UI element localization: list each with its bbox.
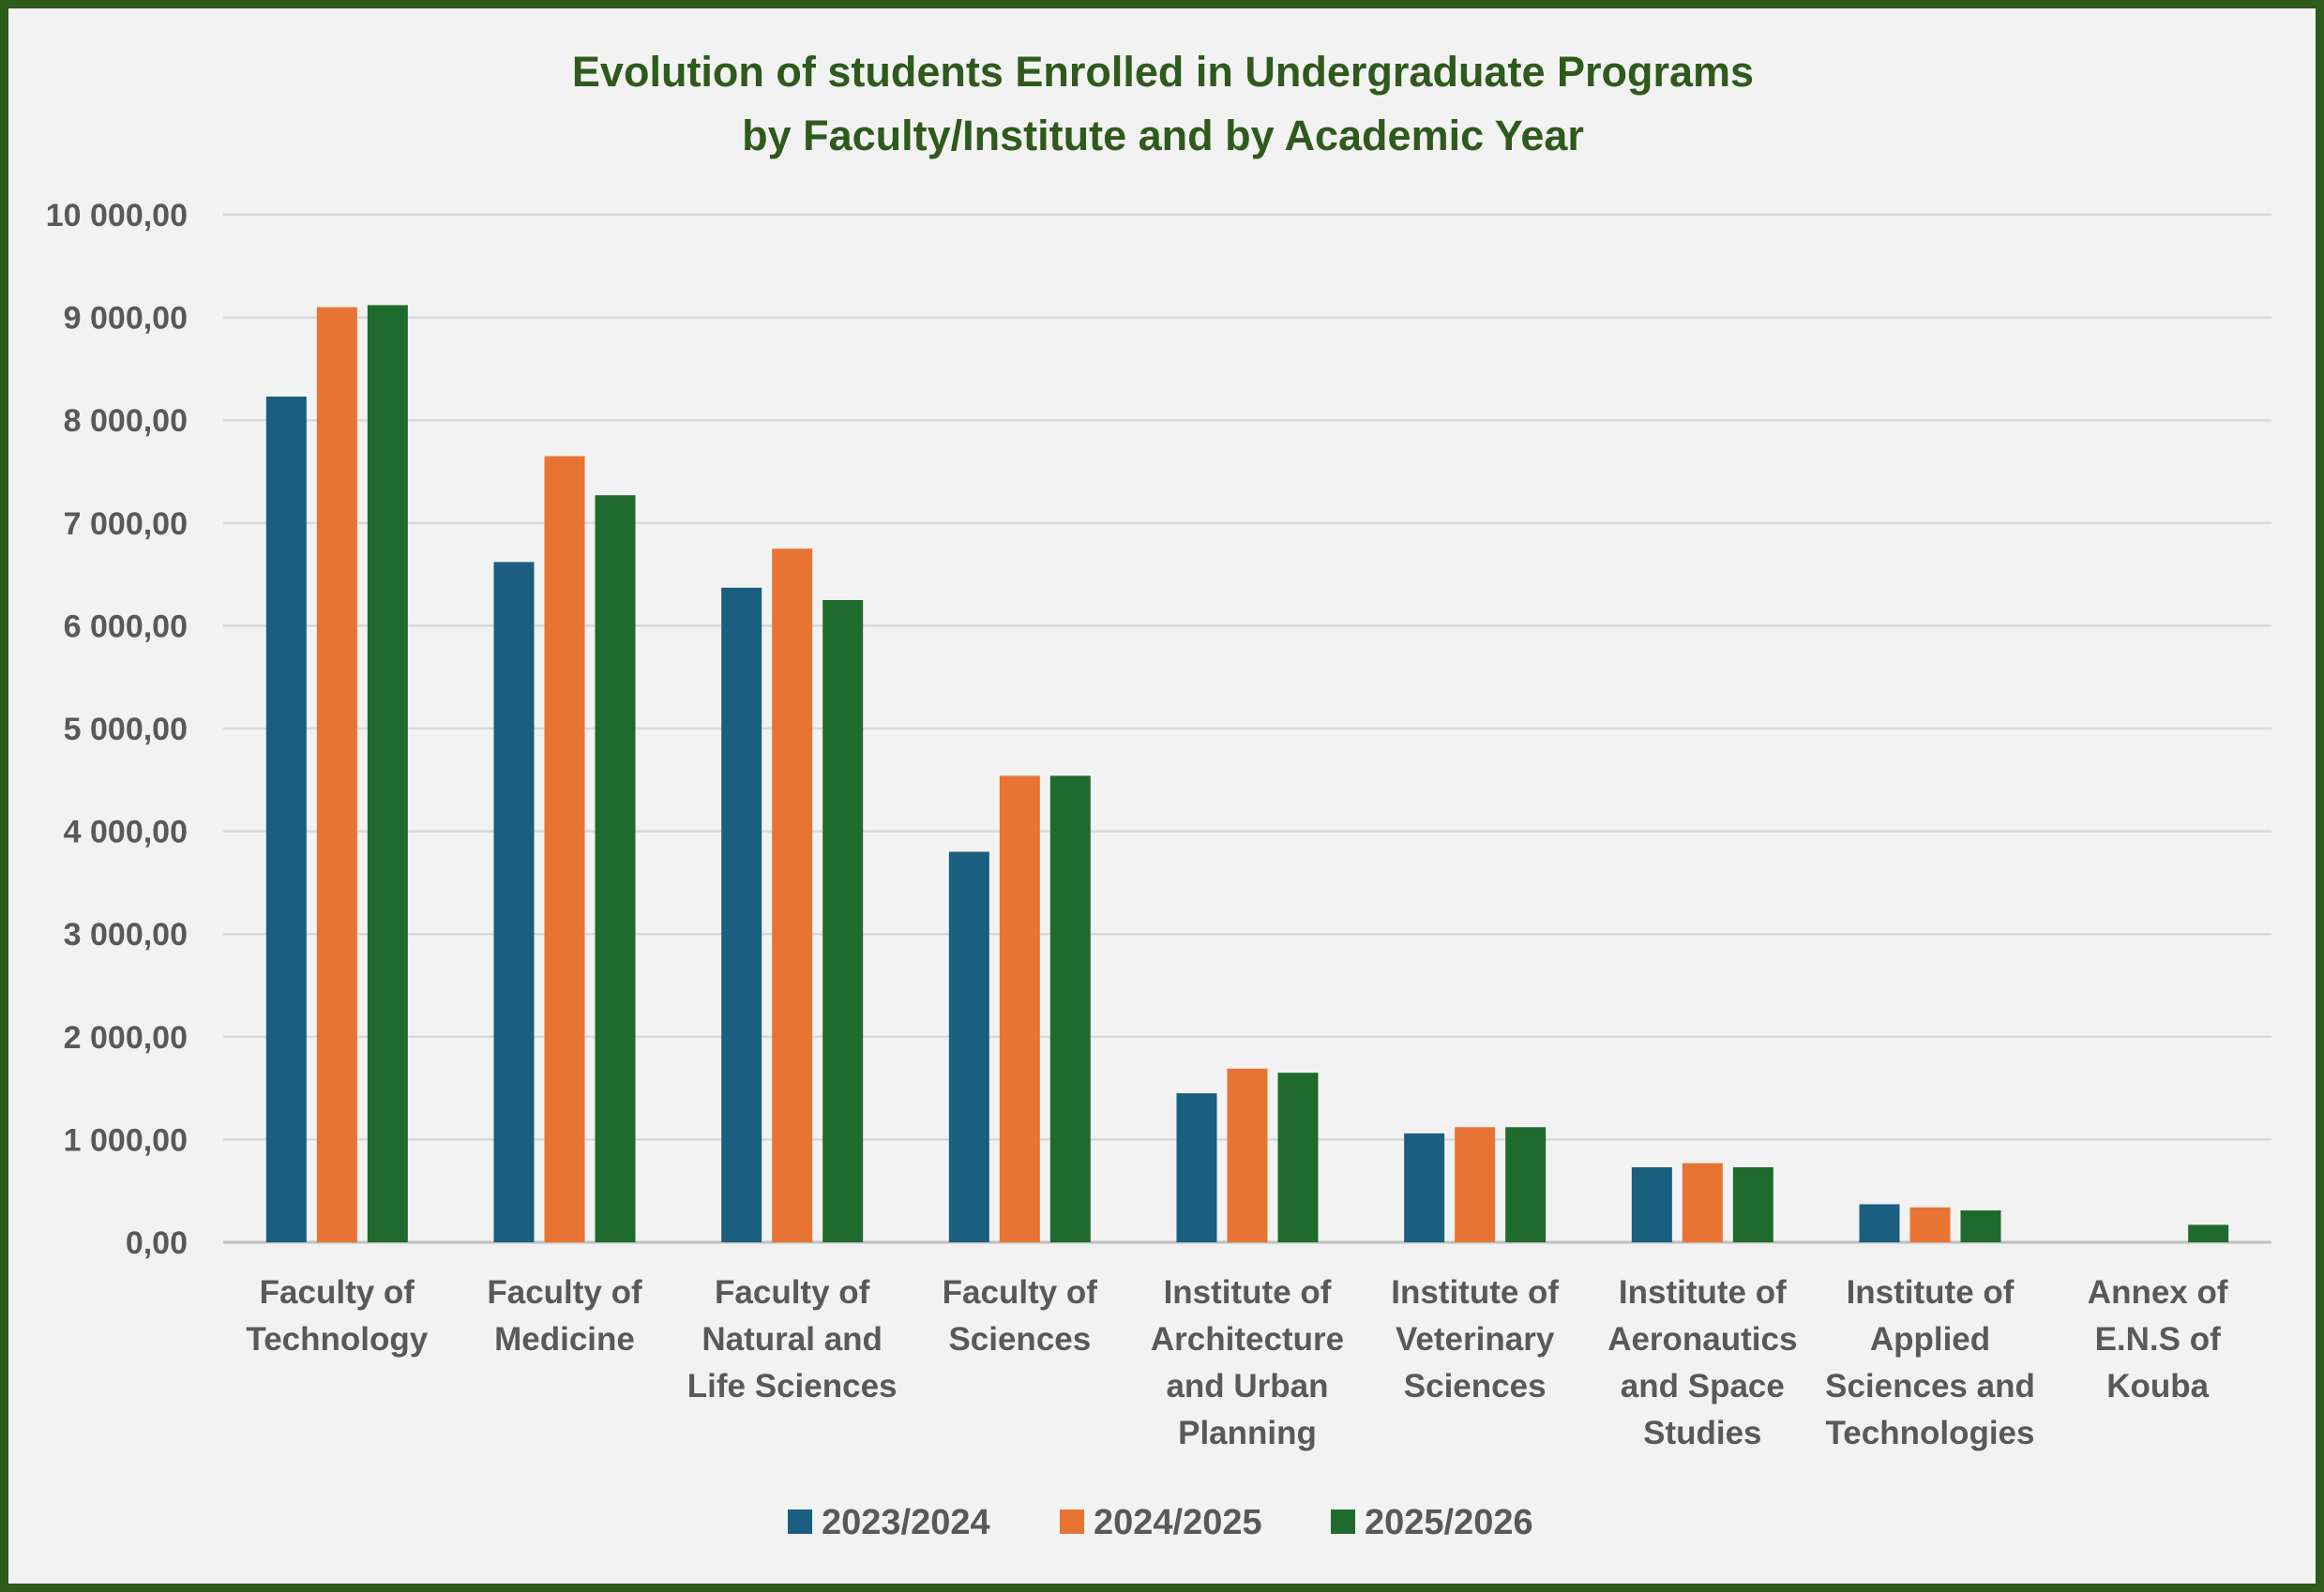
x-category-label: Institute of xyxy=(1391,1274,1559,1311)
chart-title-line: Evolution of students Enrolled in Underg… xyxy=(572,48,1754,96)
y-tick-label: 6 000,00 xyxy=(64,608,188,644)
bar-2023-2024-4 xyxy=(1176,1093,1217,1242)
y-tick-label: 3 000,00 xyxy=(64,917,188,953)
chart-title-line: by Faculty/Institute and by Academic Yea… xyxy=(742,112,1584,159)
x-category-label: E.N.S of xyxy=(2095,1321,2222,1358)
y-tick-label: 9 000,00 xyxy=(64,301,188,337)
y-tick-label: 0,00 xyxy=(126,1225,188,1261)
legend-label: 2025/2026 xyxy=(1365,1503,1533,1542)
bar-2025-2026-7 xyxy=(1960,1210,2001,1242)
x-category-label: Applied xyxy=(1870,1321,1990,1358)
bars xyxy=(265,305,2229,1242)
bar-2024-2025-4 xyxy=(1227,1068,1268,1242)
x-axis-categories: Faculty of Technology Faculty of Medicine Fa… xyxy=(246,1274,2227,1451)
legend-swatch xyxy=(1331,1509,1355,1534)
y-tick-label: 8 000,00 xyxy=(64,403,188,439)
legend: 2023/2024 2024/2025 2025/2026 xyxy=(788,1503,1533,1542)
y-tick-label: 7 000,00 xyxy=(64,506,188,542)
bar-2023-2024-6 xyxy=(1631,1166,1672,1242)
x-category-label: Aeronautics xyxy=(1607,1321,1797,1358)
x-category-label: Sciences xyxy=(1404,1368,1547,1404)
bar-2024-2025-7 xyxy=(1909,1207,1951,1242)
bar-2023-2024-1 xyxy=(493,562,535,1242)
chart-title: Evolution of students Enrolled in Underg… xyxy=(572,48,1754,159)
bar-2025-2026-3 xyxy=(1049,775,1091,1242)
y-tick-label: 10 000,00 xyxy=(46,198,188,233)
y-axis-ticks: 0,00 1 000,00 2 000,00 3 000,00 4 000,00 5 00… xyxy=(46,198,188,1261)
x-category-label: and Urban xyxy=(1166,1368,1328,1404)
x-category-label: Natural and xyxy=(702,1321,883,1358)
bar-2025-2026-6 xyxy=(1732,1166,1773,1242)
legend-swatch xyxy=(788,1509,812,1534)
bar-2025-2026-5 xyxy=(1505,1127,1547,1242)
x-category-label: Life Sciences xyxy=(687,1368,898,1404)
bar-2025-2026-2 xyxy=(822,600,864,1242)
x-category-label: Faculty of xyxy=(943,1274,1098,1311)
bar-2025-2026-1 xyxy=(595,495,636,1242)
bar-2024-2025-5 xyxy=(1455,1127,1496,1242)
bar-2023-2024-3 xyxy=(948,851,989,1242)
x-category-label: Studies xyxy=(1643,1415,1761,1451)
bar-2023-2024-0 xyxy=(265,396,307,1242)
x-category-label: Kouba xyxy=(2106,1368,2209,1404)
y-tick-label: 1 000,00 xyxy=(64,1122,188,1158)
y-tick-label: 2 000,00 xyxy=(64,1020,188,1056)
legend-label: 2024/2025 xyxy=(1094,1503,1262,1542)
bar-2025-2026-8 xyxy=(2188,1224,2229,1242)
bar-2023-2024-7 xyxy=(1859,1204,1900,1242)
legend-label: 2023/2024 xyxy=(822,1503,990,1542)
bar-2024-2025-3 xyxy=(999,775,1040,1242)
bar-2023-2024-5 xyxy=(1404,1133,1445,1242)
legend-swatch xyxy=(1060,1509,1084,1534)
x-category-label: Annex of xyxy=(2088,1274,2228,1311)
x-category-label: Faculty of xyxy=(715,1274,870,1311)
x-category-label: Faculty of xyxy=(487,1274,642,1311)
x-category-label: Veterinary xyxy=(1396,1321,1555,1358)
bar-2024-2025-2 xyxy=(772,548,813,1242)
x-category-label: Medicine xyxy=(494,1321,635,1358)
x-category-label: and Space xyxy=(1621,1368,1785,1404)
x-category-label: Technologies xyxy=(1826,1415,2035,1451)
bar-2025-2026-4 xyxy=(1277,1073,1319,1242)
bar-2024-2025-0 xyxy=(316,307,357,1242)
bar-2023-2024-2 xyxy=(721,587,762,1242)
y-tick-label: 5 000,00 xyxy=(64,712,188,747)
x-category-label: Institute of xyxy=(1847,1274,2015,1311)
x-category-label: Planning xyxy=(1178,1415,1317,1451)
x-category-label: Institute of xyxy=(1164,1274,1332,1311)
x-category-label: Institute of xyxy=(1619,1274,1787,1311)
bar-2024-2025-6 xyxy=(1682,1163,1723,1242)
x-category-label: Faculty of xyxy=(260,1274,415,1311)
x-category-label: Architecture xyxy=(1151,1321,1344,1358)
y-tick-label: 4 000,00 xyxy=(64,815,188,850)
x-category-label: Sciences xyxy=(948,1321,1091,1358)
bar-2025-2026-0 xyxy=(367,305,408,1242)
bar-2024-2025-1 xyxy=(544,456,585,1242)
x-category-label: Technology xyxy=(246,1321,428,1358)
x-category-label: Sciences and xyxy=(1825,1368,2035,1404)
